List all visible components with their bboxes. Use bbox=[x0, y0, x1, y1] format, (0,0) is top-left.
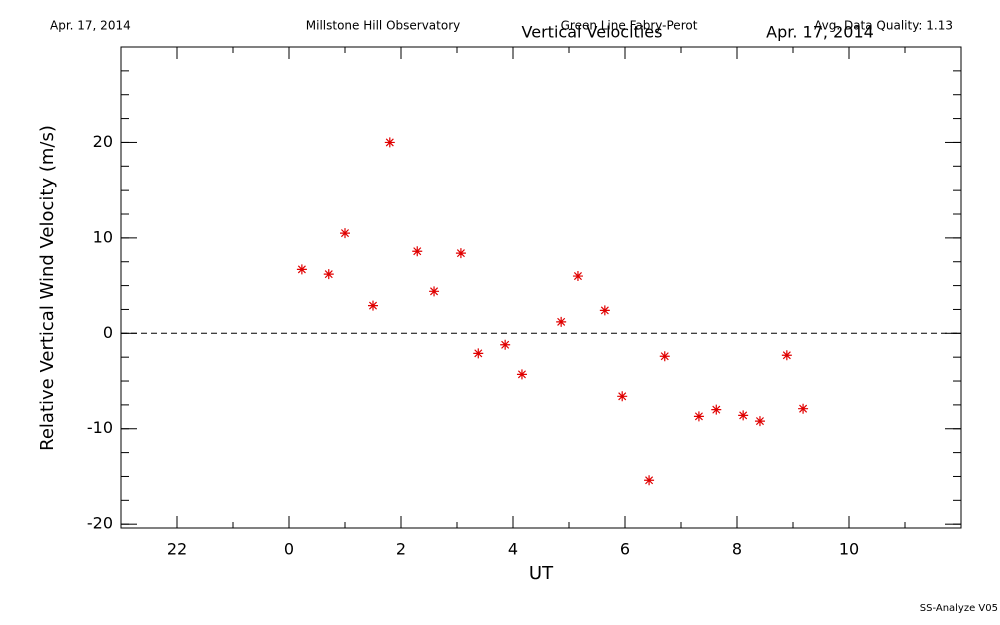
point bbox=[556, 316, 567, 327]
point bbox=[644, 475, 655, 486]
x-tick-label: 2 bbox=[396, 540, 406, 559]
chart-title: Vertical Velocities bbox=[522, 23, 663, 42]
x-tick-label: 6 bbox=[620, 540, 630, 559]
footer: SS-Analyze V05 bbox=[920, 603, 998, 614]
point bbox=[693, 411, 704, 422]
x-tick-label: 10 bbox=[839, 540, 859, 559]
point bbox=[781, 350, 792, 361]
x-axis-label: UT bbox=[529, 563, 554, 584]
title-date: Apr. 17, 2014 bbox=[766, 23, 874, 42]
y-tick-label: -20 bbox=[87, 514, 113, 533]
y-tick-label: 10 bbox=[93, 227, 113, 246]
point bbox=[599, 305, 610, 316]
y-axis-label: Relative Vertical Wind Velocity (m/s) bbox=[37, 125, 58, 451]
instrument: Green Line Fabry-Perot bbox=[561, 19, 698, 33]
point bbox=[296, 264, 307, 275]
y-tick-label: 20 bbox=[93, 132, 113, 151]
x-tick-label: 4 bbox=[508, 540, 518, 559]
point bbox=[323, 269, 334, 280]
point bbox=[384, 137, 395, 148]
quality: Avg. Data Quality: 1.13 bbox=[814, 19, 953, 33]
point bbox=[572, 271, 583, 282]
point bbox=[340, 228, 350, 239]
point bbox=[659, 351, 670, 362]
point bbox=[473, 348, 484, 359]
point bbox=[412, 246, 423, 257]
point bbox=[798, 403, 809, 414]
x-tick-label: 0 bbox=[284, 540, 294, 559]
plot-frame bbox=[120, 46, 962, 529]
point bbox=[617, 391, 628, 402]
date: Apr. 17, 2014 bbox=[50, 19, 131, 33]
y-tick-label: -10 bbox=[87, 418, 113, 437]
point bbox=[500, 339, 511, 350]
point bbox=[516, 369, 527, 380]
x-tick-label: 22 bbox=[167, 540, 187, 559]
y-tick-label: 0 bbox=[103, 323, 113, 342]
point bbox=[711, 404, 722, 415]
point bbox=[754, 416, 765, 427]
observatory: Millstone Hill Observatory bbox=[306, 19, 460, 33]
point bbox=[368, 300, 378, 311]
point bbox=[738, 410, 749, 421]
point bbox=[429, 286, 440, 297]
point bbox=[455, 248, 466, 259]
x-tick-label: 8 bbox=[732, 540, 742, 559]
